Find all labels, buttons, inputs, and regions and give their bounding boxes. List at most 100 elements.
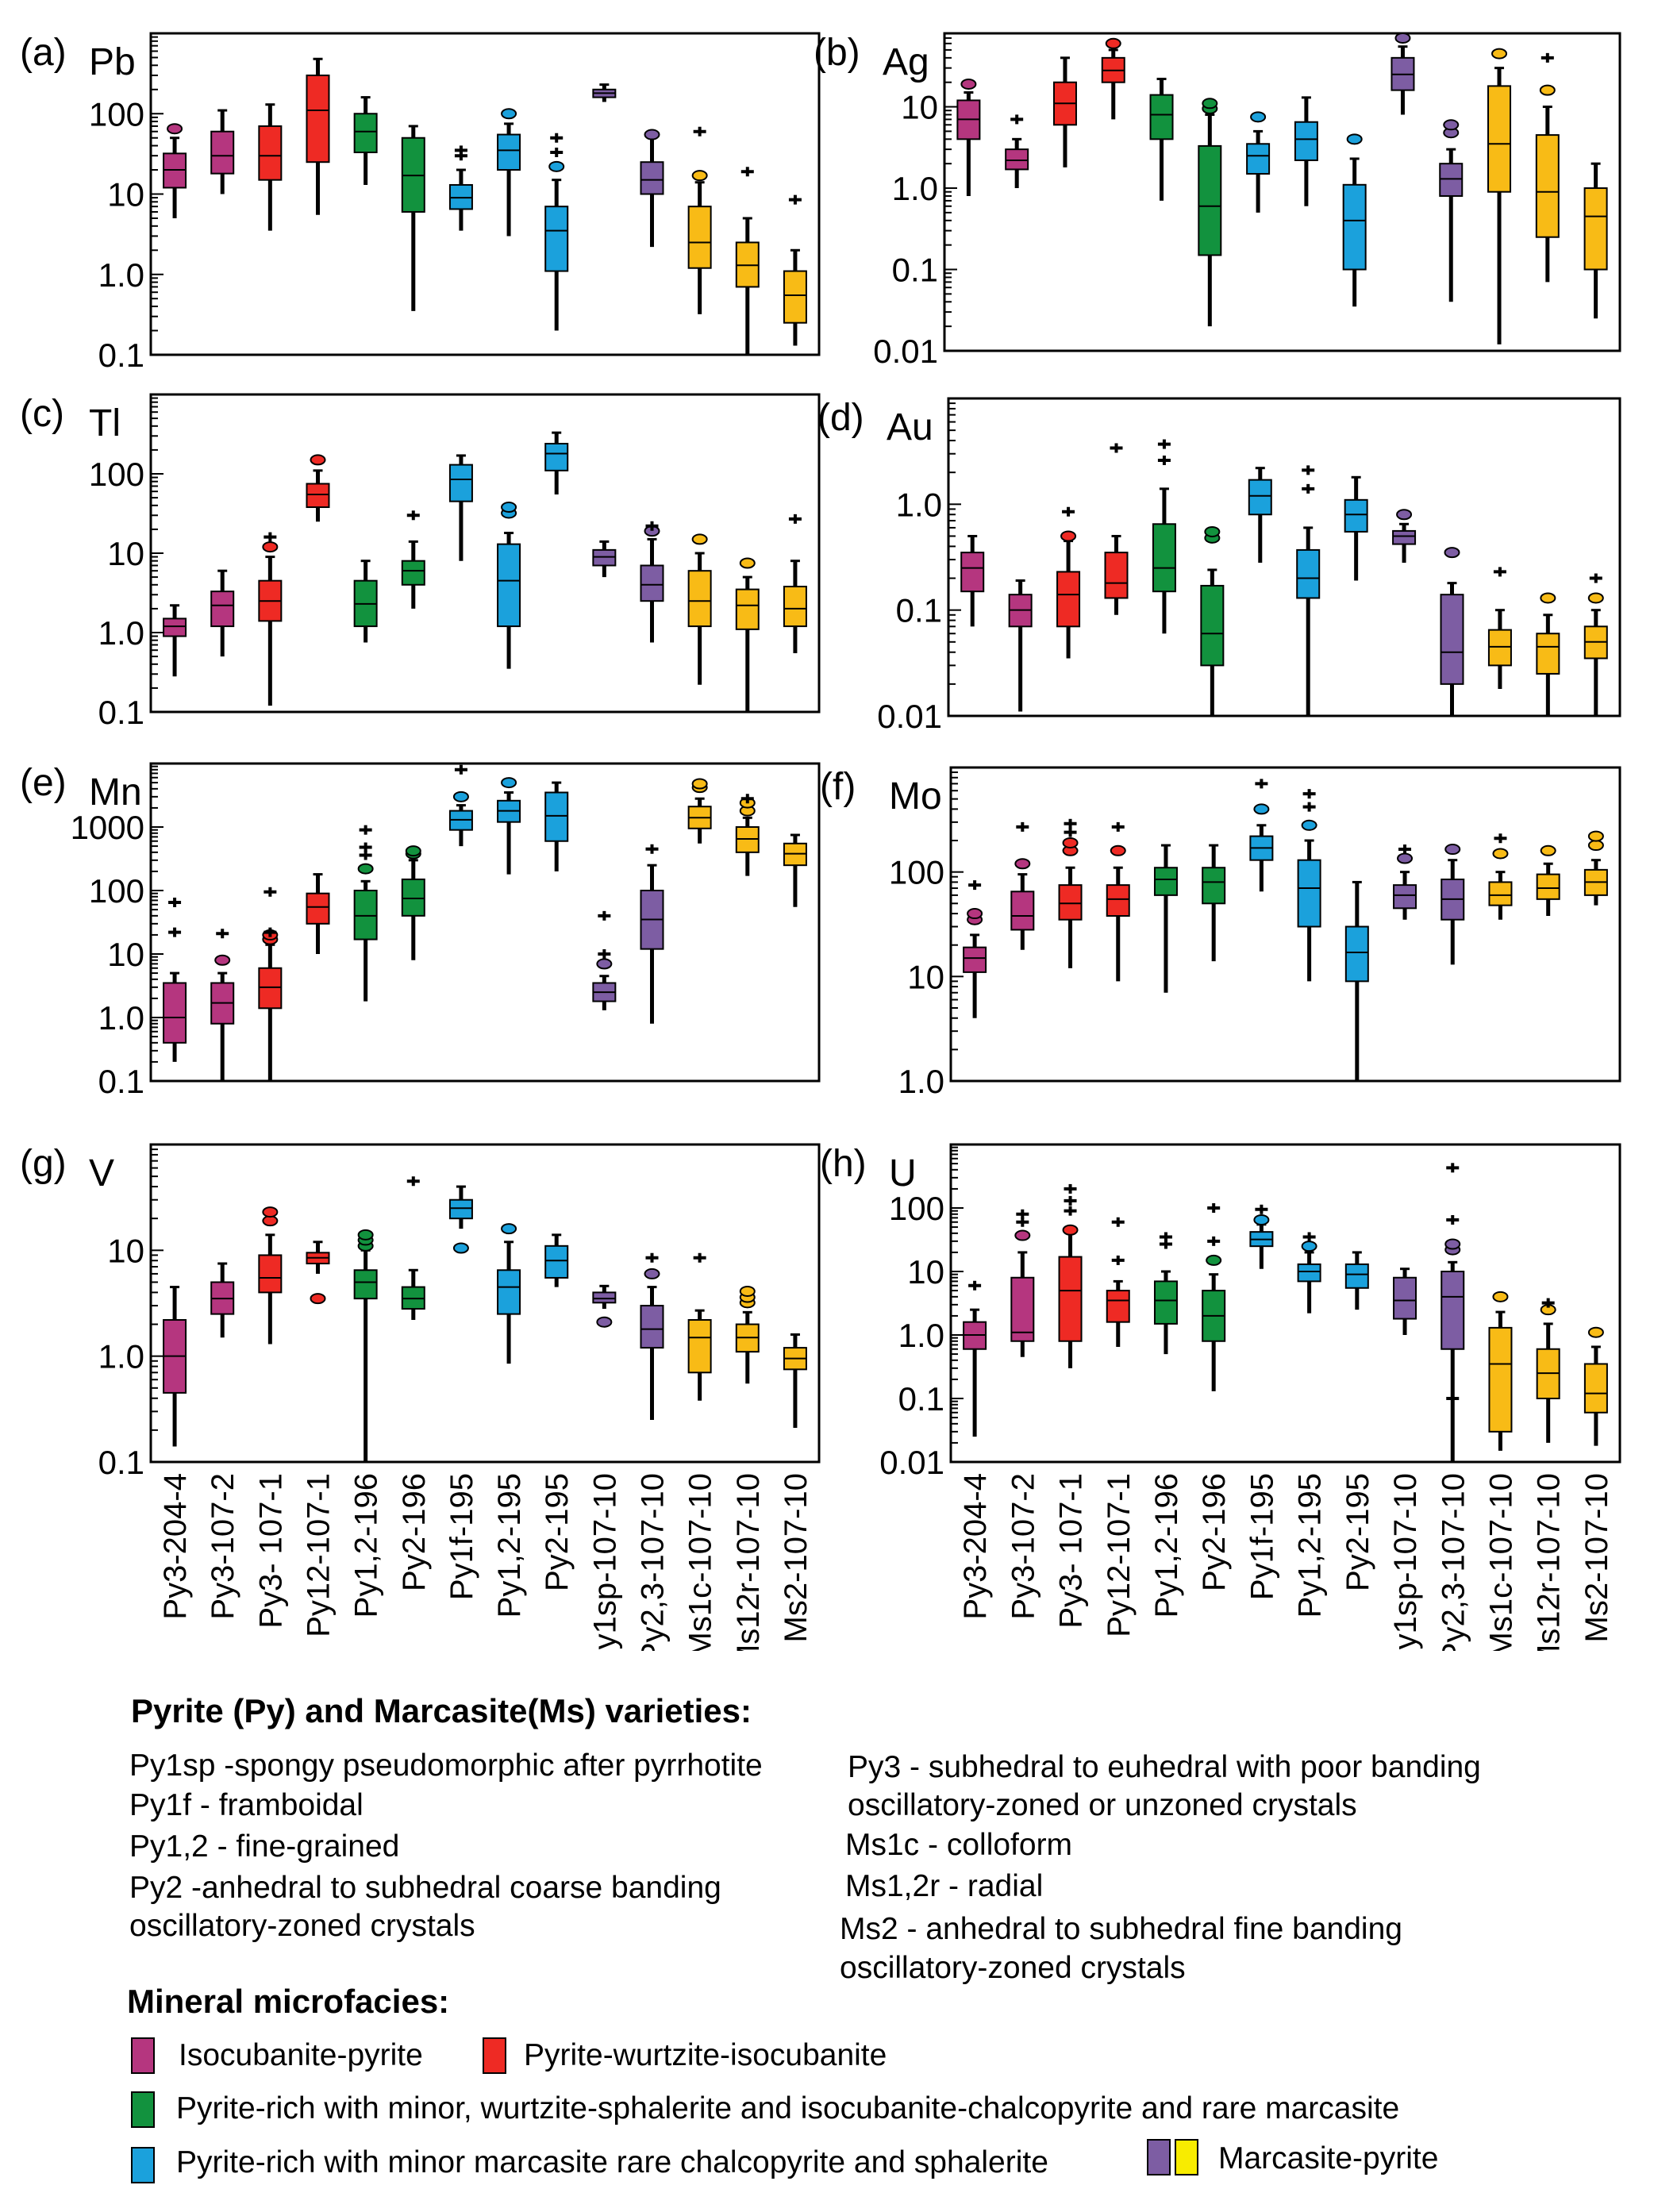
outlier-circle: [1394, 32, 1411, 44]
box-iqr: [1297, 1263, 1321, 1283]
box-iqr: [592, 548, 617, 567]
box-iqr: [1152, 523, 1176, 593]
box-iqr: [163, 982, 187, 1044]
variety-ms2-cont: oscillatory-zoned crystals: [840, 1951, 1186, 1985]
box-iqr: [1393, 1276, 1417, 1320]
box-iqr: [1058, 1256, 1083, 1342]
box-iqr: [1296, 548, 1321, 599]
outlier-plus: [693, 126, 706, 137]
outlier-circle: [452, 1242, 469, 1254]
box-Py1,2-196: [353, 1229, 378, 1462]
element-label: Mn: [89, 771, 142, 814]
swatch-pyrite-wurtzite-isocubanite: [483, 2037, 506, 2074]
outlier-plus: [1110, 443, 1123, 453]
box-Ms2-107-10: [1583, 830, 1608, 906]
box-Ms12r-107-10: [1536, 592, 1560, 716]
variety-ms1c: Ms1c - colloform: [845, 1828, 1073, 1862]
x-tick-label: Py3-204-4: [958, 1473, 993, 1620]
outlier-circle: [739, 1285, 756, 1297]
x-tick-label: Py12-107-1: [302, 1473, 337, 1637]
variety-py2: Py2 -anhedral to subhedral coarse bandin…: [129, 1871, 721, 1905]
box-Py1,2-195: [1296, 465, 1321, 716]
box-iqr: [353, 1269, 378, 1300]
box-iqr: [497, 1269, 521, 1315]
microfacies-pyrite-wurtzite-isocubanite: Pyrite-wurtzite-isocubanite: [524, 2038, 887, 2072]
box-iqr: [687, 206, 712, 269]
outlier-circle: [167, 123, 183, 135]
box-Py3-204-4: [163, 1286, 187, 1447]
box-iqr: [497, 543, 521, 628]
x-tick-label: Py12-107-1: [1102, 1473, 1137, 1637]
outlier-plus: [359, 842, 372, 852]
panel-v: 0.1 1.0 10 (g) V Py3-204-4 Py3-107-2 Py3- 107-1…: [20, 1143, 821, 1651]
box-iqr: [1487, 85, 1512, 193]
element-label: Mo: [889, 775, 942, 817]
outlier-plus: [1302, 802, 1316, 812]
outlier-circle: [644, 1268, 660, 1279]
outlier-circle: [739, 557, 756, 569]
outlier-circle: [1202, 98, 1218, 110]
outlier-circle: [214, 954, 231, 966]
box-Ms2-107-10: [1583, 162, 1608, 319]
y-tick-label: 1.0: [898, 1063, 944, 1100]
box-iqr: [1344, 925, 1369, 983]
microfacies-title: Mineral microfacies:: [127, 1983, 450, 2020]
outlier-circle: [1540, 592, 1556, 604]
box-Py3- 107-1: [258, 1206, 283, 1345]
box-Py3-204-4: [963, 880, 987, 1018]
y-tick-label: 10: [907, 1253, 944, 1291]
outlier-plus: [454, 145, 467, 156]
box-Ms1c-107-10: [1487, 48, 1512, 344]
box-Py3-107-2: [210, 569, 235, 657]
x-tick-label: Ms1c-107-10: [683, 1473, 718, 1651]
box-Ms1c-107-10: [1487, 567, 1512, 689]
box-Py1sp-107-10: [1391, 32, 1415, 115]
box-iqr: [210, 130, 235, 175]
box-iqr: [640, 1305, 664, 1349]
x-tick-label: Py1sp-107-10: [1388, 1473, 1423, 1651]
outlier-plus: [216, 929, 229, 939]
panel-mo: 1.0 10 100 (f) Mo: [820, 766, 1621, 1100]
outlier-plus: [1064, 827, 1077, 837]
box-Py1,2-196: [1149, 77, 1174, 201]
outlier-circle: [691, 778, 708, 790]
box-iqr: [544, 1244, 569, 1279]
box-Py3- 107-1: [1058, 1183, 1083, 1368]
box-Py12-107-1: [306, 454, 330, 522]
box-iqr: [640, 564, 664, 602]
panel-ag: 0.01 0.1 1.0 10 (b) Ag: [814, 32, 1621, 370]
box-Py2-196: [401, 125, 425, 311]
box-iqr: [1198, 144, 1222, 256]
outlier-plus: [645, 521, 659, 531]
outlier-circle: [1346, 133, 1363, 145]
outlier-plus: [788, 514, 802, 524]
box-Py1sp-107-10: [592, 540, 617, 578]
outlier-plus: [454, 764, 467, 775]
box-Py3-204-4: [956, 78, 981, 196]
box-Py1,2-196: [353, 825, 378, 1002]
panel-label: (a): [20, 32, 67, 74]
outlier-plus: [1064, 1183, 1077, 1194]
outlier-circle: [1492, 848, 1509, 860]
swatch-pyrite-rich-green: [131, 2091, 155, 2128]
box-Ms12r-107-10: [1535, 52, 1560, 283]
outlier-plus: [1010, 114, 1024, 125]
box-iqr: [1440, 594, 1464, 685]
outlier-circle: [1587, 1326, 1604, 1338]
x-tick-label: Py2,3-107-10: [1436, 1473, 1471, 1651]
element-label: Au: [887, 406, 933, 448]
box-iqr: [1106, 884, 1130, 917]
x-tick-label: Py3- 107-1: [253, 1473, 288, 1629]
outlier-plus: [1255, 1204, 1268, 1214]
box-Py1f-195: [448, 764, 473, 847]
box-iqr: [1058, 884, 1083, 921]
outlier-plus: [1541, 52, 1554, 63]
panel-u: 0.01 0.1 1.0 10 100 (h) U Py3-204-4 Py3-107-2 Py3…: [820, 1143, 1621, 1651]
box-Py1,2-195: [497, 1223, 521, 1364]
x-tick-label: Py3-107-2: [206, 1473, 240, 1620]
outlier-plus: [1062, 506, 1075, 517]
box-Py2,3-107-10: [1439, 119, 1464, 302]
x-tick-label: Py1,2-195: [1293, 1473, 1328, 1618]
box-Ms1c-107-10: [1488, 1291, 1513, 1451]
outlier-plus: [1493, 567, 1506, 577]
